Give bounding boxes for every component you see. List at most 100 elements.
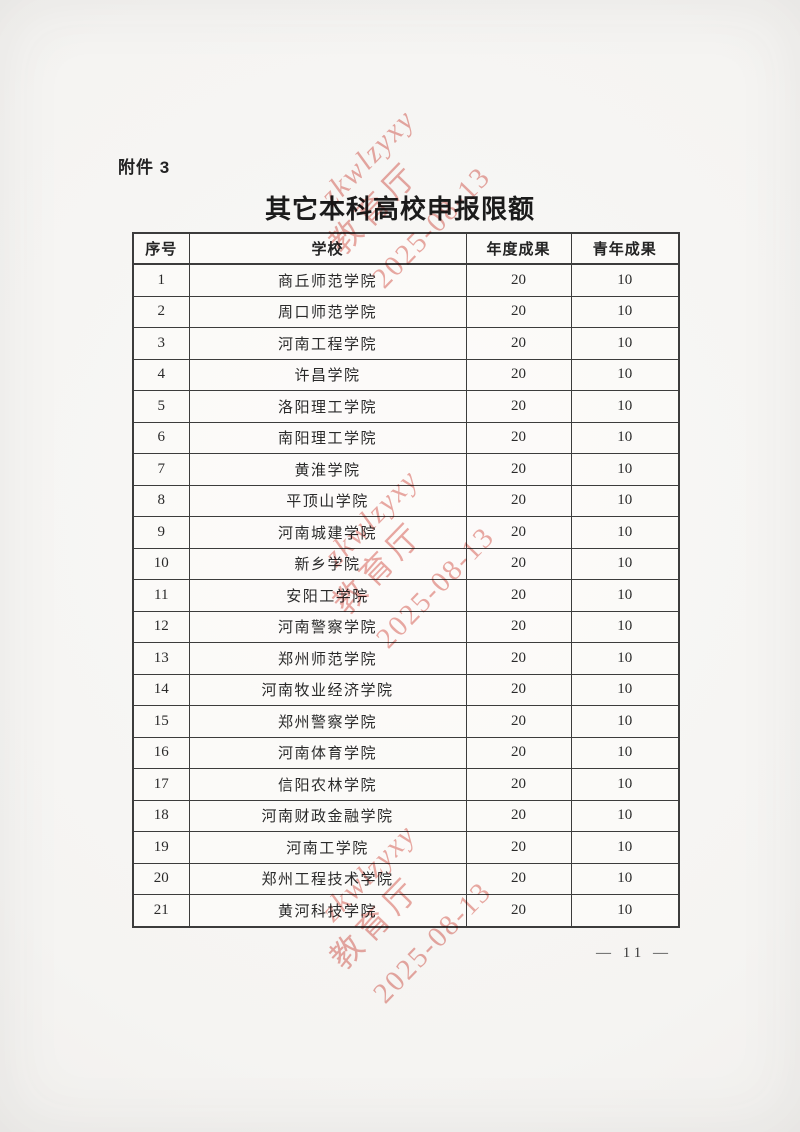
youth-quota-cell: 10 <box>570 421 680 454</box>
school-cell: 黄河科技学院 <box>188 894 467 927</box>
school-cell: 平顶山学院 <box>188 484 467 517</box>
school-cell: 南阳理工学院 <box>188 421 467 454</box>
row-number-cell: 2 <box>132 295 190 328</box>
table-row: 6 南阳理工学院 20 10 <box>132 421 680 454</box>
row-number-cell: 20 <box>132 862 190 895</box>
row-number-cell: 15 <box>132 705 190 738</box>
youth-quota-cell: 10 <box>570 610 680 643</box>
youth-quota-cell: 10 <box>570 327 680 360</box>
annual-quota-cell: 20 <box>465 295 572 328</box>
school-cell: 河南财政金融学院 <box>188 799 467 832</box>
annual-quota-cell: 20 <box>465 862 572 895</box>
school-cell: 河南体育学院 <box>188 736 467 769</box>
youth-quota-cell: 10 <box>570 516 680 549</box>
table-row: 13 郑州师范学院 20 10 <box>132 642 680 675</box>
annual-quota-cell: 20 <box>465 768 572 801</box>
table-row: 16 河南体育学院 20 10 <box>132 736 680 769</box>
table-row: 4 许昌学院 20 10 <box>132 358 680 391</box>
row-number-cell: 8 <box>132 484 190 517</box>
table-row: 8 平顶山学院 20 10 <box>132 484 680 517</box>
quota-table: 序号 学校 年度成果 青年成果 1 商丘师范学院 20 10 2 周口师范学院 20 10 3 河… <box>132 232 680 928</box>
school-cell: 洛阳理工学院 <box>188 390 467 423</box>
school-cell: 黄淮学院 <box>188 453 467 486</box>
table-row: 18 河南财政金融学院 20 10 <box>132 799 680 832</box>
row-number-cell: 1 <box>132 263 190 297</box>
school-cell: 安阳工学院 <box>188 579 467 612</box>
attachment-label: 附件 3 <box>118 158 171 177</box>
youth-quota-cell: 10 <box>570 358 680 391</box>
youth-quota-cell: 10 <box>570 673 680 706</box>
youth-quota-cell: 10 <box>570 579 680 612</box>
table-row: 5 洛阳理工学院 20 10 <box>132 390 680 423</box>
youth-quota-cell: 10 <box>570 642 680 675</box>
annual-quota-cell: 20 <box>465 358 572 391</box>
youth-quota-cell: 10 <box>570 484 680 517</box>
youth-quota-cell: 10 <box>570 390 680 423</box>
annual-quota-cell: 20 <box>465 705 572 738</box>
table-row: 19 河南工学院 20 10 <box>132 831 680 864</box>
school-cell: 河南警察学院 <box>188 610 467 643</box>
school-cell: 河南城建学院 <box>188 516 467 549</box>
page-title: 其它本科高校申报限额 <box>264 195 535 224</box>
row-number-cell: 14 <box>132 673 190 706</box>
annual-quota-cell: 20 <box>465 263 572 297</box>
youth-quota-cell: 10 <box>570 705 680 738</box>
row-number-cell: 17 <box>132 768 190 801</box>
school-cell: 新乡学院 <box>188 547 467 580</box>
row-number-cell: 18 <box>132 799 190 832</box>
table-row: 3 河南工程学院 20 10 <box>132 327 680 360</box>
row-number-cell: 12 <box>132 610 190 643</box>
row-number-cell: 16 <box>132 736 190 769</box>
annual-quota-cell: 20 <box>465 390 572 423</box>
school-cell: 信阳农林学院 <box>188 768 467 801</box>
annual-quota-cell: 20 <box>465 799 572 832</box>
row-number-cell: 4 <box>132 358 190 391</box>
youth-quota-cell: 10 <box>570 768 680 801</box>
table-row: 15 郑州警察学院 20 10 <box>132 705 680 738</box>
table-row: 12 河南警察学院 20 10 <box>132 610 680 643</box>
school-cell: 郑州师范学院 <box>188 642 467 675</box>
table-row: 1 商丘师范学院 20 10 <box>132 263 680 297</box>
header-youth-quota: 青年成果 <box>570 232 680 265</box>
table-body: 1 商丘师范学院 20 10 2 周口师范学院 20 10 3 河南工程学院 20 10 4 许昌学院 20… <box>132 263 680 927</box>
annual-quota-cell: 20 <box>465 484 572 517</box>
school-cell: 许昌学院 <box>188 358 467 391</box>
youth-quota-cell: 10 <box>570 547 680 580</box>
row-number-cell: 11 <box>132 579 190 612</box>
youth-quota-cell: 10 <box>570 736 680 769</box>
youth-quota-cell: 10 <box>570 831 680 864</box>
row-number-cell: 9 <box>132 516 190 549</box>
youth-quota-cell: 10 <box>570 894 680 927</box>
row-number-cell: 19 <box>132 831 190 864</box>
row-number-cell: 5 <box>132 390 190 423</box>
row-number-cell: 21 <box>132 894 190 927</box>
annual-quota-cell: 20 <box>465 831 572 864</box>
page-number: — 11 — <box>596 945 672 961</box>
table-row: 14 河南牧业经济学院 20 10 <box>132 673 680 706</box>
row-number-cell: 13 <box>132 642 190 675</box>
youth-quota-cell: 10 <box>570 453 680 486</box>
table-row: 10 新乡学院 20 10 <box>132 547 680 580</box>
youth-quota-cell: 10 <box>570 295 680 328</box>
youth-quota-cell: 10 <box>570 799 680 832</box>
annual-quota-cell: 20 <box>465 547 572 580</box>
header-row-number: 序号 <box>132 232 190 265</box>
table-row: 11 安阳工学院 20 10 <box>132 579 680 612</box>
annual-quota-cell: 20 <box>465 894 572 927</box>
annual-quota-cell: 20 <box>465 516 572 549</box>
table-row: 2 周口师范学院 20 10 <box>132 295 680 328</box>
row-number-cell: 10 <box>132 547 190 580</box>
row-number-cell: 7 <box>132 453 190 486</box>
header-school: 学校 <box>188 232 467 265</box>
quota-table-header: 序号 学校 年度成果 青年成果 <box>132 232 680 265</box>
youth-quota-cell: 10 <box>570 862 680 895</box>
school-cell: 周口师范学院 <box>188 295 467 328</box>
annual-quota-cell: 20 <box>465 736 572 769</box>
school-cell: 郑州警察学院 <box>188 705 467 738</box>
table-row: 20 郑州工程技术学院 20 10 <box>132 862 680 895</box>
row-number-cell: 3 <box>132 327 190 360</box>
school-cell: 河南工学院 <box>188 831 467 864</box>
annual-quota-cell: 20 <box>465 673 572 706</box>
table-row: 7 黄淮学院 20 10 <box>132 453 680 486</box>
